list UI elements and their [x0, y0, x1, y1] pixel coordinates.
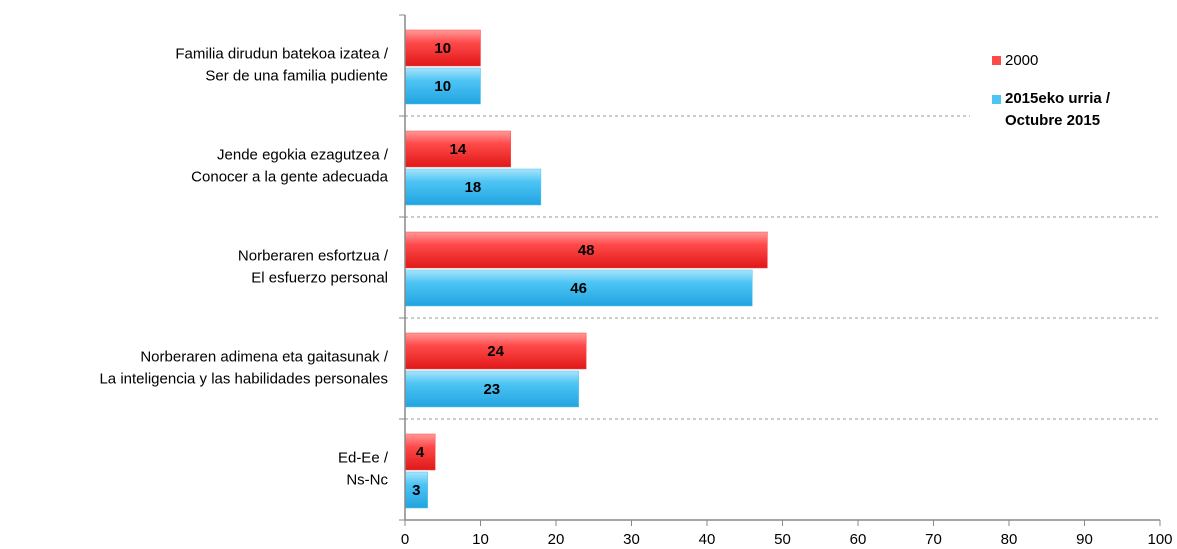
x-tick-label: 40: [699, 531, 716, 548]
legend-item: 2015eko urria / Octubre 2015: [992, 90, 1162, 132]
bar: [404, 67, 481, 105]
value-label: 4: [416, 444, 425, 461]
x-tick-label: 20: [548, 531, 565, 548]
category-line: Ns-Nc: [346, 471, 388, 488]
category-line: Ser de una familia pudiente: [205, 67, 388, 84]
x-tick-label: 80: [1001, 531, 1018, 548]
value-label: 24: [487, 343, 504, 360]
value-label: 23: [483, 381, 500, 398]
bar: [404, 370, 579, 408]
x-tick-label: 50: [774, 531, 791, 548]
x-tick-label: 0: [401, 531, 409, 548]
value-label: 48: [578, 242, 595, 259]
bar: [404, 29, 481, 67]
bar: [404, 168, 542, 206]
category-line: Norberaren esfortzua /: [238, 247, 389, 264]
x-tick-label: 30: [623, 531, 640, 548]
bar: [404, 231, 768, 269]
bar: [404, 130, 511, 168]
x-tick-label: 60: [850, 531, 867, 548]
category-line: Norberaren adimena eta gaitasunak /: [140, 348, 388, 365]
legend-item: 2000: [992, 52, 1162, 69]
category-line: Jende egokia ezagutzea /: [217, 146, 389, 163]
category-label: Familia dirudun batekoa izatea / Ser de u…: [175, 45, 388, 84]
legend-label: 2000: [1005, 52, 1039, 69]
value-label: 46: [570, 280, 587, 297]
category-label: Norberaren esfortzua / El esfuerzo person…: [238, 247, 389, 286]
value-label: 14: [450, 141, 467, 158]
legend: 2000 2015eko urria / Octubre 2015: [992, 52, 1162, 154]
legend-label: 2015eko urria / Octubre 2015: [1005, 90, 1111, 129]
category-line: Ed-Ee /: [338, 449, 389, 466]
bar: [404, 332, 587, 370]
bar: [404, 269, 753, 307]
category-line: Familia dirudun batekoa izatea /: [175, 45, 388, 62]
category-label: Ed-Ee / Ns-Nc: [338, 449, 389, 488]
category-line: La inteligencia y las habilidades person…: [99, 370, 388, 387]
category-line: Conocer a la gente adecuada: [191, 168, 388, 185]
category-label: Jende egokia ezagutzea / Conocer a la gen…: [191, 146, 389, 185]
value-label: 18: [465, 179, 482, 196]
legend-swatch: [992, 95, 1001, 104]
category-label: Norberaren adimena eta gaitasunak / La in…: [99, 348, 388, 387]
value-label: 10: [434, 40, 451, 57]
x-tick-label: 100: [1147, 531, 1172, 548]
x-tick-label: 10: [472, 531, 489, 548]
legend-swatch: [992, 56, 1001, 65]
category-line: El esfuerzo personal: [251, 269, 388, 286]
x-tick-label: 90: [1076, 531, 1093, 548]
x-tick-label: 70: [925, 531, 942, 548]
value-label: 10: [434, 78, 451, 95]
value-label: 3: [412, 482, 420, 499]
